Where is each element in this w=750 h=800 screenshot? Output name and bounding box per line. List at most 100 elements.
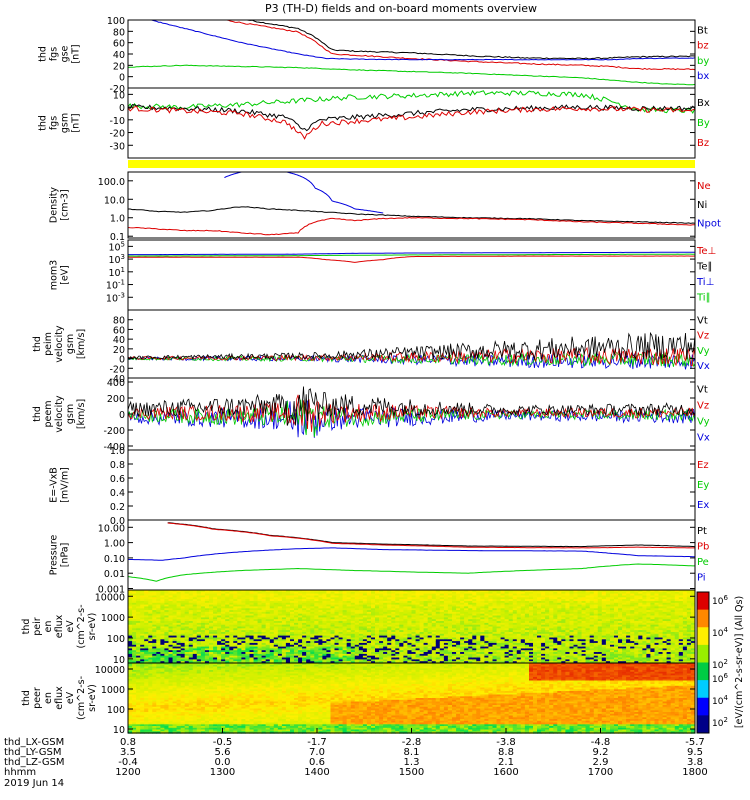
ytick-label-gsm-4: -30 [109, 141, 125, 152]
xtick-label-2-3: 1.3 [404, 757, 420, 768]
ylabel-line-peir-3: eflux [54, 614, 65, 638]
legend-fgs-2: by [697, 56, 709, 67]
line-pressure-pe [128, 563, 695, 582]
line-pressure-pt [167, 522, 695, 548]
ylabel-line-peer-4: eV [65, 691, 76, 704]
line-gsm-by [128, 89, 695, 115]
page-title: P3 (TH-D) fields and on-board moments ov… [265, 2, 537, 15]
legend-peem-0: Vt [697, 384, 708, 395]
ytick-label-density-1: 10.0 [104, 195, 125, 206]
colorbar-segment-1 [697, 609, 709, 628]
ylabel-line-pressure-1: [nPa] [60, 543, 71, 568]
colorbar-segment-0 [697, 592, 709, 611]
legend-peem-3: Vx [697, 432, 710, 443]
ylabel-line-gsm-3: [nT] [71, 113, 82, 132]
colorbar-tick-0: 106 [712, 594, 728, 607]
xtick-label-0-6: -5.7 [685, 737, 705, 748]
xtick-label-2-1: 0.0 [215, 757, 231, 768]
ytick-label-efield-2: 0.6 [110, 474, 125, 485]
ylabel-line-peer-1: peer [32, 687, 43, 709]
panel-frame-density [127, 171, 696, 239]
panel-pressure: 10.00 1.00 0.10 0.01 0.001 Pressure [nPa] Pt Pb P… [49, 519, 709, 596]
ylabel-line-gsm-1: fgs [49, 116, 60, 130]
ylabel-line-mom-1: [eV] [60, 265, 71, 285]
ylabel-line-peir-4: eV [65, 620, 76, 633]
ytick-label-peim-0: 80 [113, 316, 125, 327]
ytick-label-peer-0: 10000 [95, 665, 125, 676]
ytick-label-peem-0: 400 [107, 378, 125, 389]
panel-peir: 10000 1000 100 10 thd peir en eflux eV (cm^2-s-sr… [21, 589, 696, 666]
ylabel-peer: thd peer en eflux eV (cm^2-s-sr-eV) [21, 676, 98, 720]
ytick-label-mom-3: 10-1 [106, 279, 125, 292]
ytick-label-peim-4: 0 [119, 355, 125, 366]
ytick-label-peim-2: 40 [113, 335, 125, 346]
ylabel-line-peim-3: gsm [65, 334, 76, 354]
legend-fgs-0: Bt [697, 26, 708, 37]
line-mom-tg [128, 253, 695, 257]
band-peim-3 [128, 331, 695, 361]
ylabel-line-peir-1: peir [32, 617, 43, 636]
noise-group-peim [128, 331, 695, 370]
ylabel-line-peim-1: peim [43, 332, 54, 356]
panel-frame-fgs [127, 19, 696, 89]
ylabel-line-peir-0: thd [21, 619, 32, 635]
ylabel-line-efield-0: E=-VxB [49, 467, 60, 502]
ylabel-line-peem-1: peem [43, 401, 54, 428]
ytick-label-density-3: 0.1 [110, 232, 125, 243]
colorbar-frame [696, 591, 710, 734]
line-fgs-bt [243, 20, 695, 60]
ylabel-line-mom-0: mom3 [49, 260, 60, 290]
legend-density-0: Ne [697, 181, 711, 192]
xtick-label-2-6: 3.8 [687, 757, 703, 768]
ytick-label-efield-1: 0.8 [110, 460, 125, 471]
legend-peim-1: Vz [697, 331, 709, 342]
line-density-ne [128, 216, 695, 236]
ylabel-line-peim-2: velocity [54, 325, 65, 363]
ytick-label-peir-3: 10 [113, 655, 125, 666]
line-pressure-pi [128, 547, 695, 561]
ytick-label-fgs-4: 20 [113, 61, 125, 72]
ylabel-line-peer-5: (cm^2-s- [76, 676, 87, 720]
colorbar-label: [eV/(cm^2-s-sr-eV)] (All Qs) [734, 596, 745, 728]
ylabel-line-peer-0: thd [21, 690, 32, 706]
series-group-mom [128, 251, 695, 263]
ylabel-line-efield-1: [mV/m] [60, 467, 71, 503]
colorbar2-tick-1: 104 [712, 694, 728, 707]
legend-efield-2: Ex [697, 500, 709, 511]
ylabel-mom: mom3 [eV] [49, 260, 71, 290]
ytick-label-fgs-3: 40 [113, 50, 125, 61]
legend-peim-0: Vt [697, 316, 708, 327]
xtick-label-3-4: 1600 [493, 767, 518, 778]
panel-frame-pressure [127, 519, 696, 591]
legend-mom-2: Ti⊥ [696, 277, 714, 288]
legend-peim-3: Vx [697, 361, 710, 372]
colorbar-segment-5 [697, 680, 709, 699]
ytick-label-gsm-2: -10 [109, 116, 125, 127]
xtick-label-1-0: 3.5 [120, 747, 136, 758]
band-peem-0 [128, 400, 695, 438]
ytick-label-gsm-3: -20 [109, 129, 125, 140]
yellow-status-bar [128, 160, 695, 168]
ytick-label-peem-4: -400 [103, 442, 125, 453]
ylabel-gsm: thd fgs gsm [nT] [38, 113, 82, 133]
ytick-label-mom-4: 10-3 [106, 291, 125, 304]
legend-pressure-3: Pi [697, 573, 706, 584]
ylabel-line-peem-2: velocity [54, 395, 65, 433]
xtick-label-1-4: 8.8 [498, 747, 514, 758]
xaxis-row-label-3: hhmm [4, 767, 36, 778]
legend-pressure-0: Pt [697, 526, 707, 537]
colorbar-segment-6 [697, 697, 709, 716]
colorbar-segment-2 [697, 627, 709, 646]
ytick-label-mom-1: 103 [108, 253, 125, 266]
ylabel-line-gsm-2: gsm [60, 113, 71, 133]
xtick-label-2-4: 2.1 [498, 757, 514, 768]
line-pressure-pb [167, 522, 695, 549]
ytick-label-peem-3: -200 [103, 426, 125, 437]
ylabel-line-density-1: [cm-3] [60, 189, 71, 220]
legend-peim-2: Vy [697, 346, 710, 357]
ytick-label-peir-2: 100 [107, 634, 125, 645]
ylabel-line-pressure-0: Pressure [49, 535, 60, 576]
